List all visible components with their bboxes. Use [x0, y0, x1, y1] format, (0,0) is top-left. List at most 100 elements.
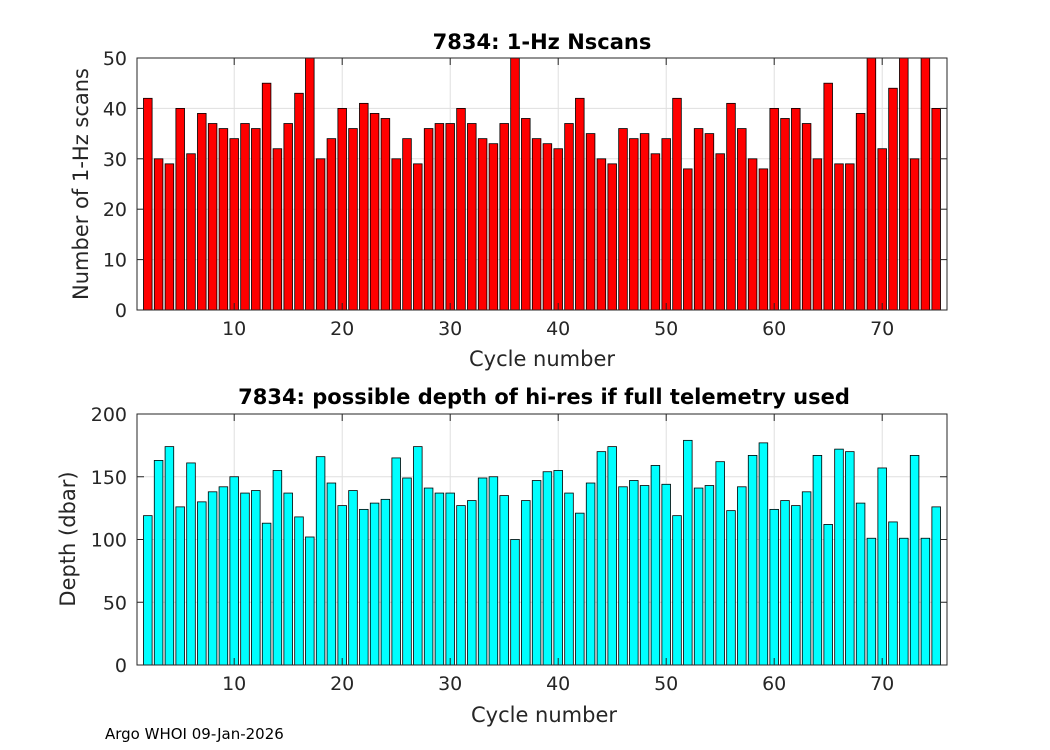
chart-title: 7834: 1-Hz Nscans [433, 30, 652, 54]
bar [564, 492, 574, 666]
bar [618, 128, 628, 311]
bar [596, 451, 607, 666]
bar [197, 501, 207, 666]
bar [801, 491, 812, 666]
bar [413, 163, 423, 311]
bar [175, 506, 185, 666]
y-axis-label: Depth (dbar) [56, 471, 80, 606]
bar [845, 163, 855, 311]
bar [693, 128, 704, 311]
bar [240, 123, 250, 311]
bar [715, 153, 725, 311]
bar [661, 483, 671, 666]
bar [175, 108, 185, 311]
bar [477, 477, 488, 666]
bar [812, 158, 823, 311]
y-tick-label: 30 [103, 149, 127, 171]
bar [737, 486, 747, 666]
bar [218, 128, 229, 311]
bar [499, 123, 509, 311]
bar [747, 158, 758, 311]
y-axis-label: Number of 1-Hz scans [69, 68, 93, 300]
y-tick-label: 50 [103, 48, 127, 70]
bar [337, 108, 347, 311]
bar [909, 158, 920, 311]
bar [812, 455, 823, 666]
x-axis-label: Cycle number [471, 703, 617, 727]
bar [229, 138, 239, 311]
bar [207, 123, 218, 311]
bar [294, 92, 304, 311]
bar [585, 133, 596, 311]
bar [553, 148, 563, 311]
bar [380, 118, 391, 311]
bar [164, 163, 175, 311]
bar [251, 490, 261, 666]
x-tick-label: 60 [762, 318, 786, 340]
bar [488, 143, 499, 311]
y-tick-label: 20 [103, 199, 127, 221]
bar [888, 87, 898, 311]
y-tick-label: 150 [91, 467, 127, 489]
bar [596, 158, 607, 311]
bar [510, 57, 520, 311]
bar [521, 118, 531, 311]
bar [261, 82, 272, 311]
bar [780, 500, 790, 666]
bar [834, 448, 844, 666]
bar [423, 487, 434, 666]
bar [315, 456, 326, 666]
bar [672, 515, 682, 666]
x-tick-label: 30 [438, 318, 462, 340]
bar [197, 113, 207, 311]
x-tick-label: 40 [546, 318, 570, 340]
bar [747, 455, 758, 666]
bar [920, 57, 931, 311]
bar [531, 138, 542, 311]
bar [909, 455, 920, 666]
bar [348, 128, 358, 311]
bar [542, 471, 553, 666]
y-tick-label: 0 [115, 655, 127, 677]
y-tick-label: 0 [115, 300, 127, 322]
bar [488, 476, 499, 666]
bar [380, 498, 391, 666]
x-tick-label: 30 [438, 673, 462, 695]
y-tick-label: 10 [103, 250, 127, 272]
bar [758, 168, 769, 311]
x-tick-label: 20 [330, 673, 354, 695]
bar [931, 506, 941, 666]
x-axis-label: Cycle number [469, 347, 615, 371]
bar [683, 439, 693, 666]
bar [434, 123, 445, 311]
bar [423, 128, 434, 311]
bar [650, 153, 661, 311]
bar [834, 163, 844, 311]
bar [164, 446, 175, 666]
bar [402, 138, 412, 311]
bar [315, 158, 326, 311]
bar [283, 492, 293, 666]
x-tick-label: 50 [654, 673, 678, 695]
bar [726, 102, 736, 311]
bar [650, 465, 661, 666]
bar [855, 113, 866, 311]
bar [553, 470, 563, 666]
bar [391, 457, 401, 666]
bar [531, 480, 542, 666]
bar [143, 97, 153, 311]
x-tick-label: 50 [654, 318, 678, 340]
bar [456, 108, 466, 311]
bar [564, 123, 574, 311]
bar [575, 97, 585, 311]
bar [780, 118, 790, 311]
bar [661, 138, 671, 311]
bar [369, 502, 380, 666]
bar [758, 442, 769, 666]
bar [877, 148, 887, 311]
footer-credit: Argo WHOI 09-Jan-2026 [105, 725, 284, 743]
bar [801, 123, 812, 311]
bar [737, 128, 747, 311]
bar [359, 102, 369, 311]
